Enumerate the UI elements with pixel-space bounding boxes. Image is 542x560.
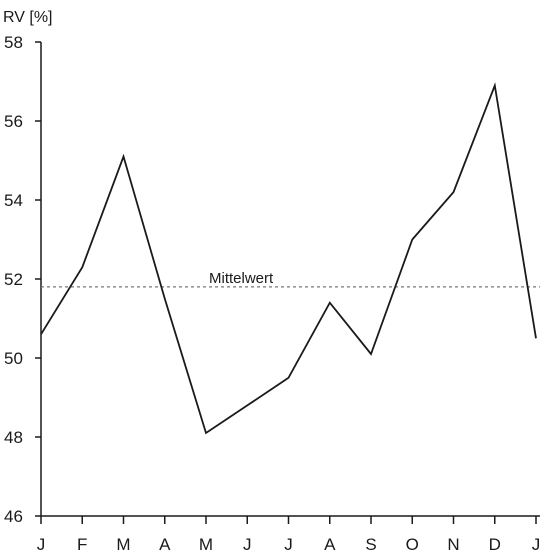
y-axis-title: RV [%] [3,9,53,26]
x-tick-label: M [116,535,130,554]
axes [40,42,540,517]
y-tick-label: 50 [4,349,23,368]
y-tick-label: 56 [4,112,23,131]
x-tick-label: J [532,535,541,554]
x-tick-label: N [447,535,459,554]
x-tick-label: A [159,535,171,554]
y-tick-label: 58 [4,33,23,52]
mean-reference: Mittelwert [41,270,540,288]
x-tick-label: J [284,535,293,554]
x-tick-label: M [199,535,213,554]
x-tick-label: A [324,535,336,554]
y-tick-label: 48 [4,428,23,447]
series-group [40,82,537,435]
y-tick-label: 46 [4,507,23,526]
x-tick-label: F [77,535,87,554]
x-tick-label: J [37,535,46,554]
x-tick-label: J [243,535,252,554]
x-tick-label: O [406,535,419,554]
y-tick-label: 54 [4,191,23,210]
mean-label: Mittelwert [209,270,274,287]
x-tick-label: S [365,535,376,554]
y-axis-ticks: 46 48 50 52 54 56 58 [4,33,41,526]
x-tick-label: D [489,535,501,554]
y-tick-label: 52 [4,270,23,289]
series-line [40,82,537,435]
